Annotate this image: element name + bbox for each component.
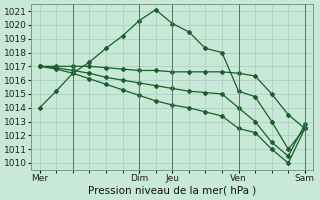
- X-axis label: Pression niveau de la mer( hPa ): Pression niveau de la mer( hPa ): [88, 186, 256, 196]
